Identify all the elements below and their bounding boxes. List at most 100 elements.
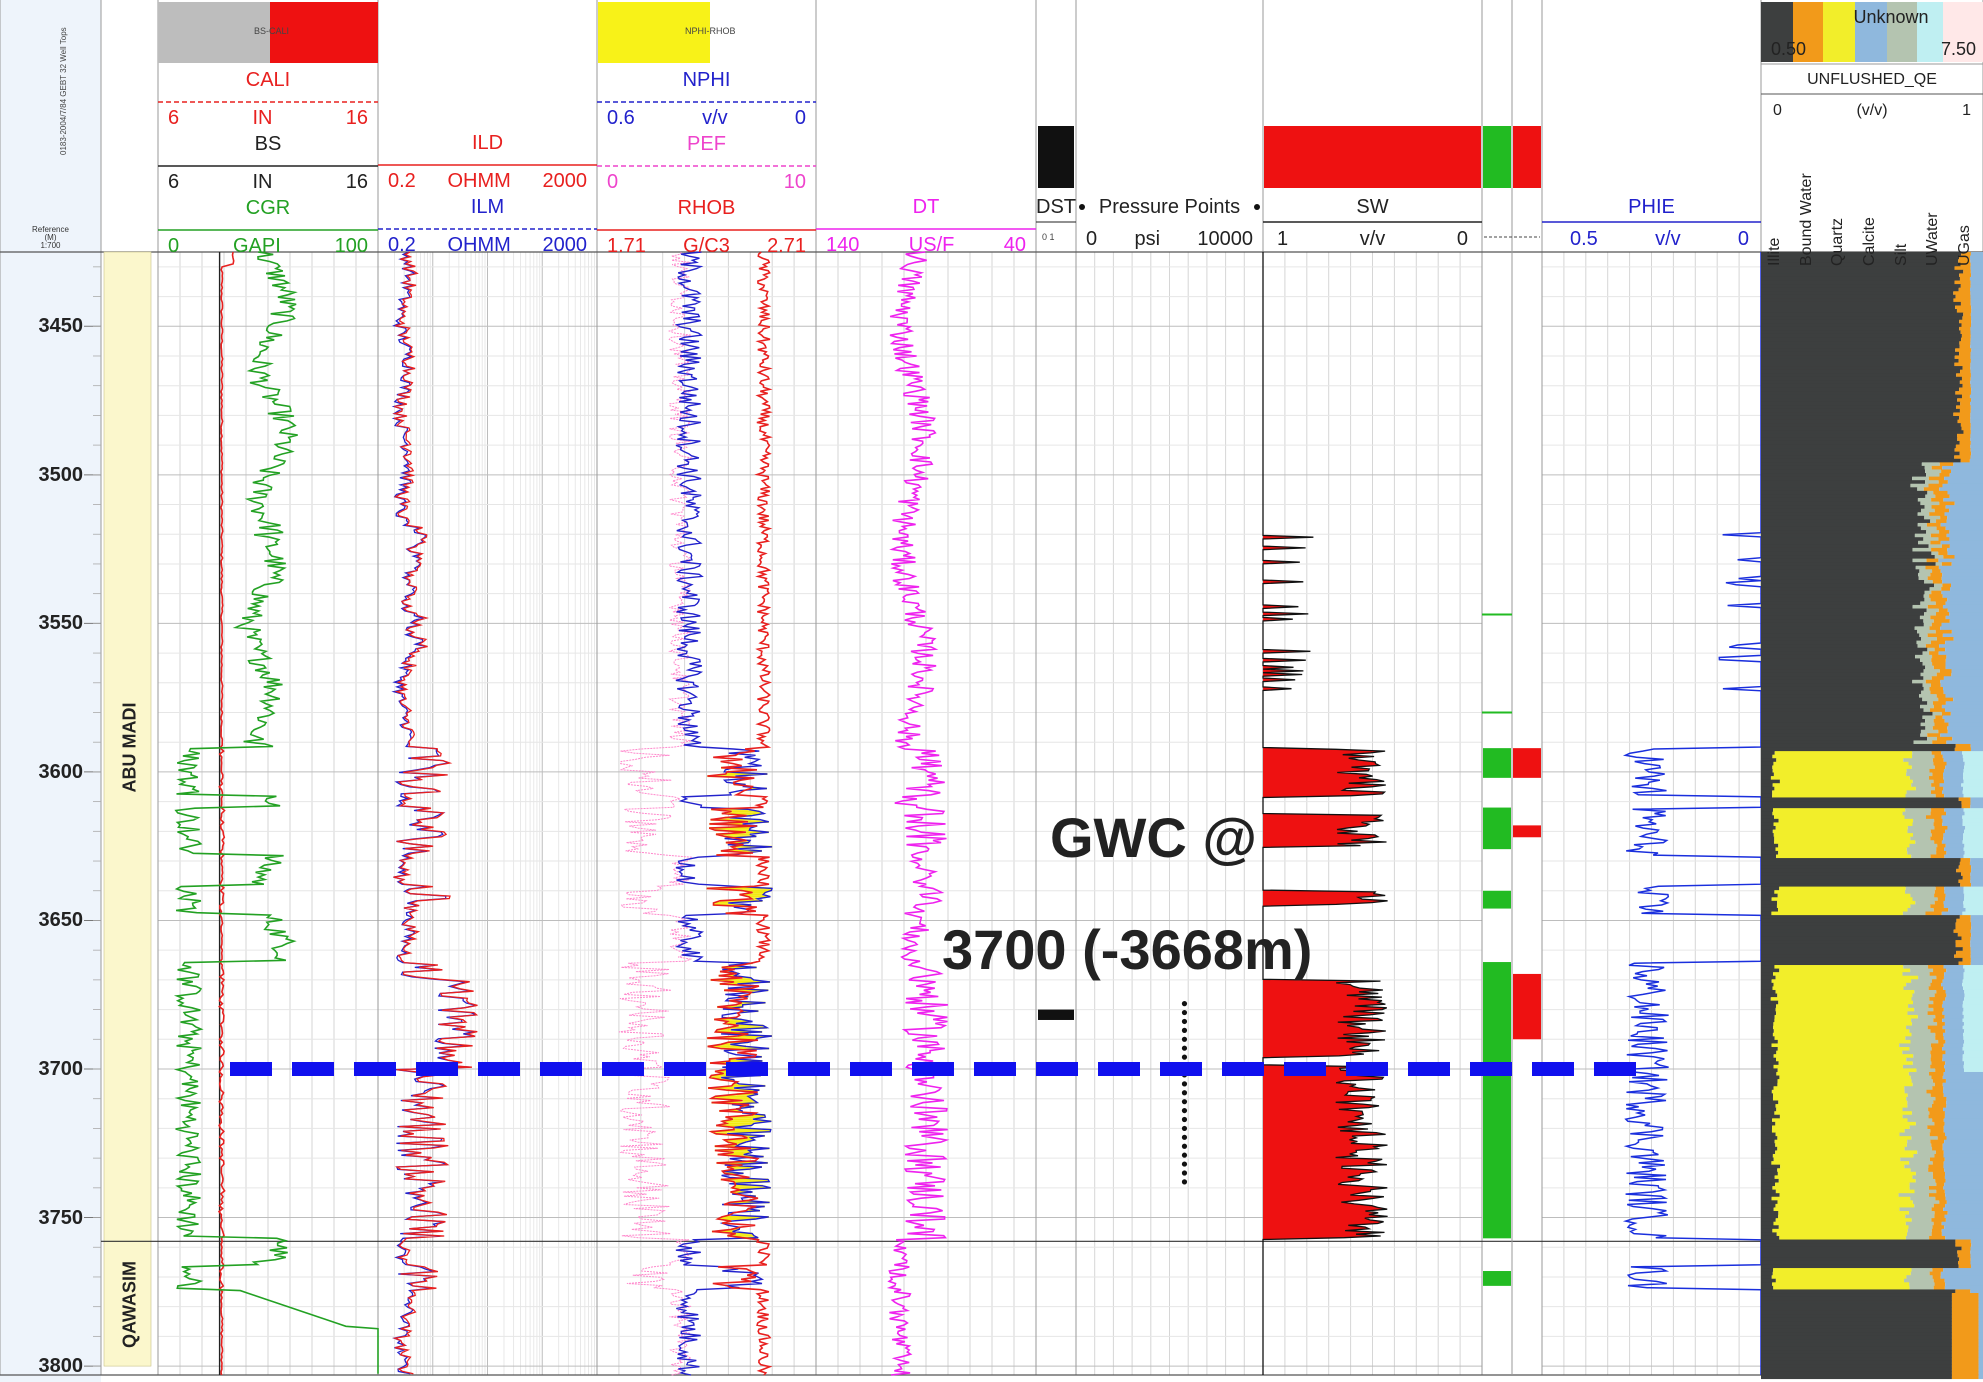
- lithology-segment: [1928, 544, 1942, 549]
- lithology-segment: [1774, 890, 1906, 895]
- lithology-segment: [1931, 1207, 1944, 1212]
- lithology-segment: [1907, 829, 1931, 834]
- lithology-segment: [1962, 840, 1983, 845]
- lithology-segment: [1943, 975, 1964, 980]
- lithology-segment: [1761, 850, 1779, 855]
- lithology-segment: [1912, 1082, 1935, 1087]
- lithology-segment: [1942, 579, 1983, 585]
- lithology-segment: [1944, 1225, 1983, 1230]
- lithology-segment: [1772, 1118, 1908, 1123]
- lithology-segment: [1937, 843, 1946, 848]
- scale-max: 10: [783, 171, 806, 193]
- t1-2-scale: 0 GAPI 100: [168, 236, 368, 256]
- lithology-segment: [1944, 1157, 1983, 1162]
- lithology-segment: [1914, 1189, 1937, 1194]
- lithology-segment: [1937, 897, 1945, 902]
- lithology-segment: [1939, 783, 1962, 788]
- lithology-segment: [1954, 455, 1971, 460]
- lithology-segment: [1907, 1139, 1931, 1144]
- lithology-segment: [1761, 526, 1921, 531]
- lithology-segment: [1921, 690, 1931, 695]
- lithology-segment: [1761, 1153, 1773, 1159]
- lithology-segment: [1933, 1100, 1947, 1105]
- lithology-segment: [1917, 522, 1927, 528]
- lithology-segment: [1761, 1096, 1773, 1101]
- lithology-segment: [1905, 1221, 1934, 1226]
- lithology-segment: [1947, 608, 1983, 613]
- lithology-segment: [1964, 811, 1983, 816]
- lithology-segment: [1964, 829, 1983, 834]
- lithology-segment: [1761, 1004, 1777, 1009]
- lithology-segment: [1761, 490, 1928, 495]
- lithology-segment: [1945, 1282, 1983, 1287]
- lithology-segment: [1942, 1075, 1983, 1080]
- lithology-segment: [1938, 480, 1948, 485]
- lithology-segment: [1954, 747, 1971, 752]
- lithology-segment: [1910, 968, 1934, 973]
- lithology-segment: [1777, 1136, 1912, 1141]
- lithology-segment: [1946, 1096, 1983, 1101]
- lithology-segment: [1970, 358, 1983, 364]
- lithology-segment: [1962, 316, 1971, 321]
- lithology-segment: [1761, 1129, 1772, 1134]
- lithology-segment: [1944, 972, 1964, 977]
- lithology-segment: [1943, 768, 1964, 774]
- lithology-segment: [1761, 729, 1921, 734]
- lithology-segment: [1761, 1321, 1952, 1326]
- lithology-segment: [1761, 469, 1926, 474]
- unflushed-title: UNFLUSHED_QE: [1807, 71, 1937, 88]
- lithology-segment: [1761, 1253, 1958, 1258]
- lithology-segment: [1941, 576, 1983, 581]
- lithology-segment: [1914, 533, 1931, 538]
- lithology-segment: [1761, 989, 1776, 995]
- lithology-segment: [1954, 448, 1971, 453]
- lithology-segment: [1944, 847, 1964, 852]
- lithology-segment: [1959, 451, 1972, 456]
- lithology-segment: [1761, 619, 1924, 624]
- lithology-segment: [1770, 997, 1912, 1002]
- flag-header-green: [1483, 126, 1511, 188]
- lithology-segment: [1933, 619, 1950, 624]
- pressure-legend-dot: [1079, 204, 1085, 210]
- lithology-segment: [1938, 537, 1950, 542]
- lithology-segment: [1773, 1285, 1910, 1290]
- lithology-segment: [1771, 1275, 1907, 1280]
- lithology-segment: [1761, 654, 1916, 659]
- lithology-segment: [1931, 1232, 1942, 1237]
- lithology-segment: [1963, 897, 1983, 902]
- lithology-segment: [1761, 480, 1926, 485]
- lithology-segment: [1906, 1057, 1931, 1062]
- lithology-segment: [1909, 1125, 1928, 1130]
- lithology-segment: [1761, 900, 1778, 905]
- lithology-segment: [1915, 900, 1935, 905]
- lithology-segment: [1970, 280, 1983, 285]
- lithology-segment: [1961, 337, 1971, 342]
- lithology-segment: [1906, 1096, 1936, 1101]
- lithology-segment: [1940, 733, 1983, 738]
- pay-flag: [1483, 890, 1511, 909]
- lithology-segment: [1761, 476, 1913, 481]
- lithology-segment: [1777, 900, 1916, 905]
- lithology-segment: [1934, 1211, 1948, 1216]
- lithology-segment: [1761, 829, 1773, 834]
- lithology-segment: [1761, 932, 1958, 937]
- lithology-segment: [1905, 890, 1935, 895]
- lithology-segment: [1761, 405, 1957, 410]
- lithology-segment: [1971, 319, 1983, 324]
- lithology-segment: [1761, 569, 1920, 574]
- lithology-segment: [1970, 423, 1983, 428]
- lithology-segment: [1761, 640, 1917, 645]
- zone-label-0: ABU MADI: [119, 702, 139, 793]
- lithology-segment: [1761, 309, 1957, 314]
- lithology-segment: [1910, 1039, 1939, 1044]
- lithology-segment: [1933, 968, 1947, 973]
- lithology-segment: [1761, 1339, 1952, 1344]
- lithology-segment: [1918, 576, 1928, 581]
- lithology-segment: [1927, 633, 1943, 638]
- lithology-segment: [1959, 1257, 1971, 1262]
- lithology-segment: [1970, 915, 1983, 920]
- lithology-segment: [1971, 323, 1983, 328]
- lithology-segment: [1925, 679, 1941, 684]
- lithology-segment: [1920, 501, 1940, 506]
- lithology-segment: [1903, 758, 1933, 763]
